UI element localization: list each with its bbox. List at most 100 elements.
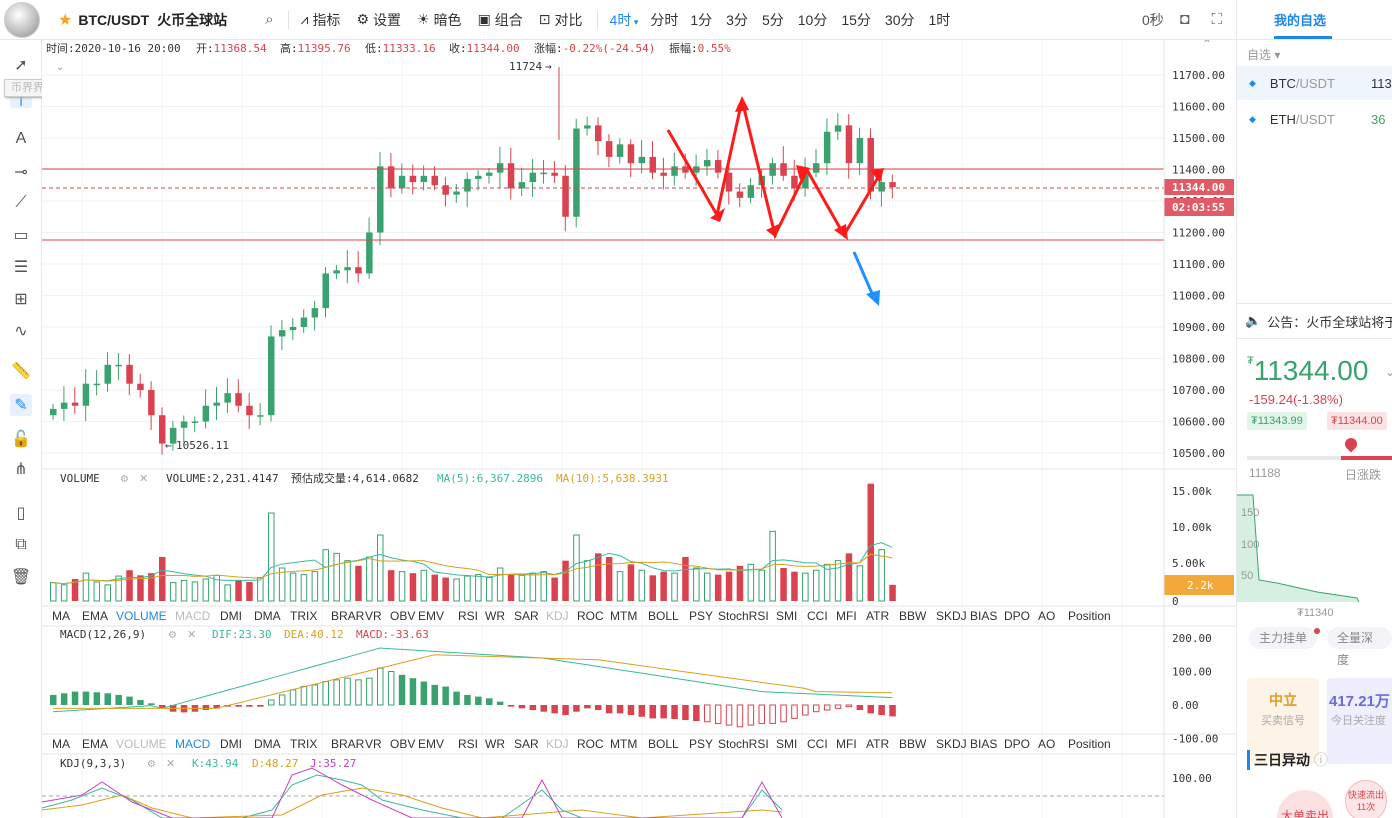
tab-macd[interactable]: MACD bbox=[175, 609, 211, 623]
collapse-up-icon[interactable]: ⌃ bbox=[1202, 40, 1212, 51]
tab-cci[interactable]: CCI bbox=[807, 737, 828, 751]
lock-icon[interactable]: 🔓 bbox=[11, 431, 31, 448]
tab-psy[interactable]: PSY bbox=[689, 609, 713, 623]
tab-brar[interactable]: BRAR bbox=[331, 609, 365, 623]
tab-dpo[interactable]: DPO bbox=[1004, 737, 1030, 751]
tab-stochrsi[interactable]: StochRSI bbox=[718, 609, 769, 623]
close-icon[interactable]: ✕ bbox=[187, 629, 196, 641]
tab-sar[interactable]: SAR bbox=[514, 737, 539, 751]
timeframe-15m[interactable]: 15分 bbox=[841, 11, 871, 28]
camera-icon[interactable]: ◘ bbox=[1179, 10, 1190, 28]
magnet-icon[interactable]: ⋔ bbox=[14, 461, 28, 478]
tab-skdj[interactable]: SKDJ bbox=[936, 609, 967, 623]
timeframe-4h[interactable]: 4时 ▾ bbox=[609, 11, 639, 28]
tab-skdj[interactable]: SKDJ bbox=[936, 737, 967, 751]
tab-watchlist[interactable]: 我的自选 bbox=[1237, 0, 1392, 40]
tab-sar[interactable]: SAR bbox=[514, 609, 539, 623]
announcement-bar[interactable]: 🔈 公告：火币全球站将于 bbox=[1237, 303, 1392, 339]
edit-layers-icon[interactable]: ⧉ bbox=[15, 536, 27, 553]
close-icon[interactable]: ✕ bbox=[166, 758, 175, 770]
full-depth-button[interactable]: 全量深度 bbox=[1327, 627, 1392, 667]
tab-trix[interactable]: TRIX bbox=[290, 737, 317, 751]
horizontal-line-icon[interactable]: ⊸ bbox=[14, 164, 28, 181]
tab-vr[interactable]: VR bbox=[365, 737, 382, 751]
timeframe-10m[interactable]: 10分 bbox=[797, 11, 828, 28]
attention-card[interactable]: 417.21万 今日关注度 bbox=[1327, 678, 1392, 764]
ruler-icon[interactable]: 📏 bbox=[11, 363, 31, 380]
tab-ema[interactable]: EMA bbox=[82, 609, 108, 623]
bookmark-icon[interactable]: ▯ bbox=[16, 505, 26, 522]
chevron-down-icon[interactable]: ⌄ bbox=[1385, 365, 1392, 379]
tab-stochrsi[interactable]: StochRSI bbox=[718, 737, 769, 751]
tab-ao[interactable]: AO bbox=[1038, 609, 1055, 623]
tab-bbw[interactable]: BBW bbox=[899, 737, 927, 751]
settings-button[interactable]: ⚙ 设置 bbox=[356, 11, 401, 28]
tab-roc[interactable]: ROC bbox=[577, 609, 604, 623]
compare-button[interactable]: ⊡ 对比 bbox=[538, 11, 583, 28]
tab-dmi[interactable]: DMI bbox=[220, 609, 242, 623]
favorite-star-icon[interactable]: ★ bbox=[58, 11, 73, 29]
main-orders-button[interactable]: 主力挂单 bbox=[1249, 627, 1318, 649]
tab-smi[interactable]: SMI bbox=[776, 609, 797, 623]
tab-trix[interactable]: TRIX bbox=[290, 609, 317, 623]
tab-mtm[interactable]: MTM bbox=[610, 609, 637, 623]
gear-icon[interactable]: ⚙ bbox=[168, 630, 177, 641]
tab-brar[interactable]: BRAR bbox=[331, 737, 365, 751]
tab-mtm[interactable]: MTM bbox=[610, 737, 637, 751]
timeframe-3m[interactable]: 3分 bbox=[726, 11, 748, 28]
tab-ao[interactable]: AO bbox=[1038, 737, 1055, 751]
close-icon[interactable]: ✕ bbox=[139, 473, 148, 485]
timeframe-tick[interactable]: 分时 bbox=[650, 11, 679, 28]
tab-psy[interactable]: PSY bbox=[689, 737, 713, 751]
tab-dma[interactable]: DMA bbox=[254, 609, 281, 623]
pen-icon[interactable]: ✎ bbox=[10, 394, 32, 416]
tab-position[interactable]: Position bbox=[1068, 737, 1111, 751]
fullscreen-icon[interactable]: ⛶ bbox=[1211, 11, 1222, 28]
tab-volume[interactable]: VOLUME bbox=[116, 609, 167, 623]
tab-atr[interactable]: ATR bbox=[866, 609, 889, 623]
tab-emv[interactable]: EMV bbox=[418, 609, 444, 623]
wave-icon[interactable]: ∿ bbox=[14, 323, 28, 340]
tab-rsi[interactable]: RSI bbox=[458, 737, 478, 751]
parallel-lines-icon[interactable]: ☰ bbox=[13, 259, 29, 276]
tab-ma[interactable]: MA bbox=[52, 737, 70, 751]
theme-button[interactable]: ☀ 暗色 bbox=[417, 11, 462, 28]
search-icon[interactable]: ⌕ bbox=[265, 11, 274, 28]
tab-ema[interactable]: EMA bbox=[82, 737, 108, 751]
kline-chart[interactable]: 时间:2020-10-16 20:00 开:11368.54 高:11395.7… bbox=[42, 40, 1236, 818]
tab-wr[interactable]: WR bbox=[485, 609, 505, 623]
tab-cci[interactable]: CCI bbox=[807, 609, 828, 623]
tab-obv[interactable]: OBV bbox=[390, 609, 415, 623]
tab-vr[interactable]: VR bbox=[365, 609, 382, 623]
avatar[interactable] bbox=[4, 1, 40, 38]
gear-icon[interactable]: ⚙ bbox=[147, 759, 156, 770]
tab-kdj[interactable]: KDJ bbox=[546, 737, 569, 751]
signal-card[interactable]: 中立 买卖信号 bbox=[1247, 678, 1319, 764]
watchlist-header[interactable]: 自选 ▾ bbox=[1247, 48, 1281, 62]
tab-ma[interactable]: MA bbox=[52, 609, 70, 623]
combine-button[interactable]: ▣ 组合 bbox=[477, 11, 523, 28]
text-icon[interactable]: A bbox=[15, 130, 27, 147]
tab-emv[interactable]: EMV bbox=[418, 737, 444, 751]
watchlist-item-btc[interactable]: ◆ BTC/USDT 113 bbox=[1237, 66, 1392, 100]
symbol-name[interactable]: BTC/USDT bbox=[78, 11, 150, 28]
cursor-icon[interactable]: ➚ bbox=[14, 57, 28, 74]
tab-obv[interactable]: OBV bbox=[390, 737, 415, 751]
timeframe-30m[interactable]: 30分 bbox=[884, 11, 915, 28]
tab-kdj[interactable]: KDJ bbox=[546, 609, 569, 623]
tab-macd[interactable]: MACD bbox=[175, 737, 211, 751]
tab-wr[interactable]: WR bbox=[485, 737, 505, 751]
gear-icon[interactable]: ⚙ bbox=[120, 474, 129, 485]
timeframe-1m[interactable]: 1分 bbox=[690, 11, 713, 28]
tab-mfi[interactable]: MFI bbox=[836, 737, 857, 751]
tab-dmi[interactable]: DMI bbox=[220, 737, 242, 751]
tab-rsi[interactable]: RSI bbox=[458, 609, 478, 623]
tab-atr[interactable]: ATR bbox=[866, 737, 889, 751]
collapse-chevron-icon[interactable]: ⌄ bbox=[56, 62, 64, 73]
tab-bias[interactable]: BIAS bbox=[970, 609, 997, 623]
tab-bbw[interactable]: BBW bbox=[899, 609, 927, 623]
grid-icon[interactable]: ⊞ bbox=[14, 291, 28, 308]
watchlist-item-eth[interactable]: ◆ ETH/USDT 36 bbox=[1249, 111, 1386, 127]
tab-boll[interactable]: BOLL bbox=[648, 737, 679, 751]
tab-boll[interactable]: BOLL bbox=[648, 609, 679, 623]
